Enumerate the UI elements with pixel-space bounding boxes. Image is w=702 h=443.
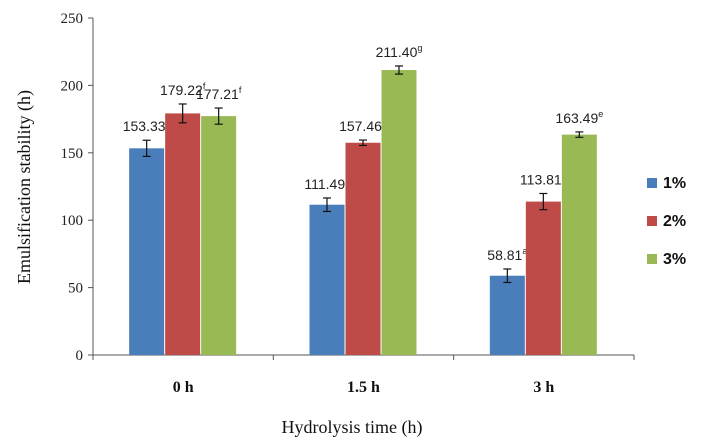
- data-label: 113.81b: [520, 170, 567, 187]
- bar: [489, 275, 525, 355]
- x-tick-label: 1.5 h: [347, 379, 380, 396]
- bar: [381, 70, 417, 355]
- x-tick-label: 3 h: [533, 379, 554, 396]
- data-label: 163.49e: [555, 109, 603, 126]
- x-axis-title: Hydrolysis time (h): [282, 417, 423, 438]
- data-label: 58.81a: [487, 246, 527, 263]
- legend-swatch: [647, 216, 657, 226]
- data-label: 153.33d: [123, 117, 171, 134]
- y-tick-label: 0: [76, 348, 84, 364]
- data-label: 157.46d: [339, 117, 387, 134]
- legend-label: 3%: [663, 251, 686, 268]
- legend-swatch: [647, 254, 657, 264]
- legend-label: 1%: [663, 175, 686, 192]
- data-label: 111.49c: [304, 175, 350, 192]
- bar: [561, 134, 597, 355]
- x-tick-label: 0 h: [173, 379, 194, 396]
- bar: [165, 113, 201, 355]
- legend: 1% 2% 3%: [647, 175, 686, 268]
- legend-label: 2%: [663, 213, 686, 230]
- bar: [129, 148, 165, 355]
- y-tick-label: 50: [68, 281, 83, 297]
- bar: [309, 204, 345, 355]
- legend-swatch: [647, 178, 657, 188]
- data-label: 211.40g: [376, 43, 423, 60]
- y-tick-label: 200: [61, 78, 84, 94]
- data-label: 177.21f: [196, 85, 242, 102]
- y-tick-label: 150: [61, 146, 84, 162]
- data-label: 179.22f: [160, 81, 206, 98]
- bar: [201, 116, 237, 356]
- bar: [345, 142, 381, 355]
- y-tick-label: 100: [61, 213, 84, 229]
- y-axis-title: Emulsification stability (h): [14, 90, 35, 284]
- y-tick-label: 250: [61, 11, 84, 27]
- bar: [525, 201, 561, 355]
